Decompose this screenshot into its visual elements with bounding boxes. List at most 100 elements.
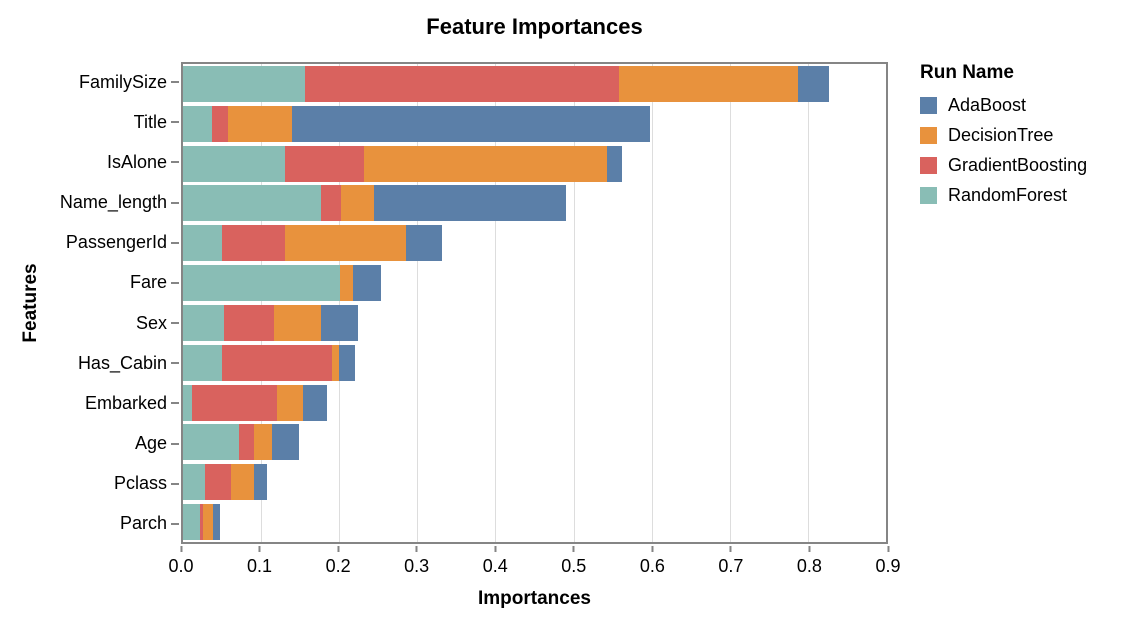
x-tick-label: 0.1 xyxy=(247,556,273,576)
gridline-0.4 xyxy=(495,64,497,542)
bar-segment-Parch-AdaBoost xyxy=(213,504,220,541)
gridline-0.1 xyxy=(261,64,263,542)
legend-label-AdaBoost: AdaBoost xyxy=(948,95,1027,115)
x-tick-label: 0.0 xyxy=(168,556,194,576)
gridline-0.6 xyxy=(651,64,653,542)
bar-segment-Pclass-GradientBoosting xyxy=(204,464,232,501)
legend-swatch-DecisionTree xyxy=(920,127,937,144)
bar-segment-Fare-DecisionTree xyxy=(340,265,354,302)
bar-segment-Title-DecisionTree xyxy=(227,105,292,142)
legend-swatch-GradientBoosting xyxy=(920,157,937,174)
x-tick-0.3: 0.3 xyxy=(404,546,429,577)
legend-items: AdaBoost DecisionTree GradientBoosting Rand… xyxy=(920,95,1087,206)
x-tick-label: 0.4 xyxy=(482,556,508,576)
bar-segment-Fare-RandomForest xyxy=(183,265,340,302)
y-tick-label-Age: Age xyxy=(134,433,167,454)
plot-area xyxy=(181,62,888,544)
legend-item-DecisionTree: DecisionTree xyxy=(920,125,1087,146)
y-tick-mark xyxy=(171,482,179,485)
x-tick-mark xyxy=(572,546,575,552)
bar-FamilySize xyxy=(183,65,886,102)
x-axis: 0.0 0.1 0.2 0.3 0.4 0.5 0.6 0.7 0.8 0.9 xyxy=(168,546,901,582)
legend-label-GradientBoosting: GradientBoosting xyxy=(948,155,1088,175)
bar-row-Title xyxy=(183,104,886,144)
bar-row-Age xyxy=(183,422,886,462)
bar-segment-Pclass-RandomForest xyxy=(183,464,205,501)
x-axis-title: Importances xyxy=(478,588,591,609)
y-tick-mark xyxy=(171,161,179,164)
bar-row-Has_Cabin xyxy=(183,343,886,383)
y-tick-row-IsAlone: IsAlone xyxy=(0,142,179,182)
x-tick-0.9: 0.9 xyxy=(875,546,901,577)
x-tick-0.7: 0.7 xyxy=(718,546,743,577)
x-tick-label: 0.7 xyxy=(718,556,744,576)
y-tick-mark xyxy=(171,402,179,405)
bar-segment-Title-GradientBoosting xyxy=(211,105,228,142)
bar-row-Pclass xyxy=(183,462,886,502)
y-tick-row-Has_Cabin: Has_Cabin xyxy=(0,343,179,383)
x-tick-mark xyxy=(337,546,340,552)
y-tick-row-Name_length: Name_length xyxy=(0,183,179,223)
bar-segment-Name_length-GradientBoosting xyxy=(321,185,341,222)
y-tick-mark xyxy=(171,442,179,445)
x-tick-mark xyxy=(494,546,497,552)
x-tick-mark xyxy=(729,546,732,552)
x-tick-mark xyxy=(180,546,182,552)
gridline-0.3 xyxy=(417,64,419,542)
y-tick-mark xyxy=(171,362,179,365)
bar-Parch xyxy=(183,504,886,541)
x-tick-label: 0.5 xyxy=(561,556,587,576)
y-tick-mark xyxy=(171,81,179,84)
bar-segment-Embarked-GradientBoosting xyxy=(192,384,277,421)
bar-row-PassengerId xyxy=(183,223,886,263)
bar-segment-FamilySize-DecisionTree xyxy=(618,65,798,102)
bar-segment-FamilySize-RandomForest xyxy=(183,65,305,102)
bar-segment-Fare-AdaBoost xyxy=(353,265,381,302)
bar-segment-FamilySize-AdaBoost xyxy=(797,65,829,102)
bar-segment-Pclass-DecisionTree xyxy=(231,464,255,501)
y-tick-mark xyxy=(171,322,179,325)
x-tick-0.1: 0.1 xyxy=(247,546,272,577)
y-tick-row-Embarked: Embarked xyxy=(0,383,179,423)
bar-IsAlone xyxy=(183,145,886,182)
y-tick-mark xyxy=(171,522,179,525)
gridline-0.7 xyxy=(729,64,731,542)
bar-segment-Embarked-AdaBoost xyxy=(303,384,328,421)
legend-label-DecisionTree: DecisionTree xyxy=(948,125,1054,145)
y-tick-row-Title: Title xyxy=(0,102,179,142)
bar-segment-IsAlone-GradientBoosting xyxy=(284,145,365,182)
bar-segment-Age-RandomForest xyxy=(183,424,240,461)
y-tick-mark xyxy=(171,121,179,124)
y-tick-mark xyxy=(171,281,179,284)
bar-row-IsAlone xyxy=(183,144,886,184)
y-tick-label-Parch: Parch xyxy=(119,513,167,534)
bar-segment-Has_Cabin-GradientBoosting xyxy=(222,344,333,381)
bar-segment-Parch-DecisionTree xyxy=(202,504,214,541)
x-tick-0.0: 0.0 xyxy=(168,546,194,577)
y-tick-row-FamilySize: FamilySize xyxy=(0,62,179,102)
bar-segment-Parch-GradientBoosting xyxy=(200,504,203,541)
y-tick-row-Pclass: Pclass xyxy=(0,464,179,504)
bar-segment-Has_Cabin-RandomForest xyxy=(183,344,223,381)
bar-Pclass xyxy=(183,464,886,501)
y-tick-label-Name_length: Name_length xyxy=(59,192,167,213)
bar-segment-Parch-RandomForest xyxy=(183,504,201,541)
bar-segment-PassengerId-GradientBoosting xyxy=(222,225,286,262)
bar-segment-Name_length-AdaBoost xyxy=(374,185,566,222)
bar-row-Name_length xyxy=(183,183,886,223)
y-tick-row-Age: Age xyxy=(0,424,179,464)
x-tick-0.4: 0.4 xyxy=(483,546,508,577)
bar-row-Parch xyxy=(183,502,886,542)
bar-segment-Embarked-RandomForest xyxy=(183,384,193,421)
x-tick-label: 0.8 xyxy=(796,556,822,576)
bar-Has_Cabin xyxy=(183,344,886,381)
y-tick-label-Has_Cabin: Has_Cabin xyxy=(77,352,167,373)
legend-item-AdaBoost: AdaBoost xyxy=(920,95,1087,116)
bar-segment-Sex-AdaBoost xyxy=(321,304,358,341)
bar-Embarked xyxy=(183,384,886,421)
bar-segment-Age-AdaBoost xyxy=(272,424,300,461)
bar-row-Embarked xyxy=(183,383,886,423)
bar-segment-FamilySize-GradientBoosting xyxy=(304,65,619,102)
x-tick-mark xyxy=(415,546,418,552)
y-tick-label-Pclass: Pclass xyxy=(113,473,167,494)
